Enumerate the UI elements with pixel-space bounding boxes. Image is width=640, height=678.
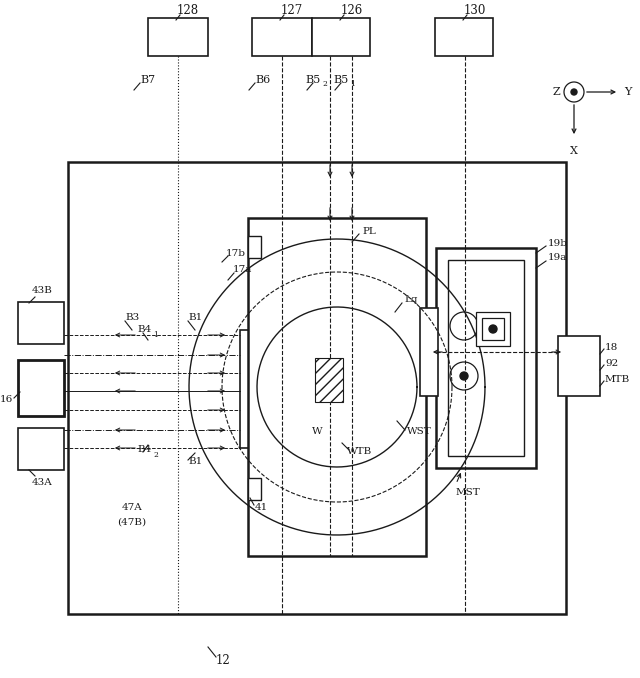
Text: W: W bbox=[312, 428, 323, 437]
Text: 17b: 17b bbox=[226, 249, 246, 258]
Text: 43A: 43A bbox=[31, 478, 52, 487]
Text: 16: 16 bbox=[0, 395, 13, 405]
Circle shape bbox=[489, 325, 497, 333]
Text: 17a: 17a bbox=[232, 266, 252, 275]
Text: Z: Z bbox=[552, 87, 560, 97]
Bar bbox=[252, 18, 312, 56]
Bar bbox=[148, 18, 208, 56]
Text: WTB: WTB bbox=[348, 447, 372, 456]
Bar bbox=[248, 478, 261, 500]
Text: B7: B7 bbox=[140, 75, 156, 85]
Text: 126: 126 bbox=[341, 5, 363, 18]
Text: X: X bbox=[570, 146, 578, 156]
Text: WST: WST bbox=[407, 428, 432, 437]
Bar bbox=[68, 162, 566, 614]
Text: B4: B4 bbox=[138, 325, 152, 334]
Text: B5: B5 bbox=[306, 75, 321, 85]
Text: (47B): (47B) bbox=[117, 517, 147, 527]
Bar bbox=[558, 336, 600, 396]
Bar bbox=[18, 360, 64, 416]
Bar bbox=[248, 218, 426, 556]
Text: PL: PL bbox=[362, 228, 376, 237]
Bar bbox=[240, 330, 253, 448]
Text: 1: 1 bbox=[350, 80, 355, 88]
Bar bbox=[18, 302, 64, 344]
Text: 1: 1 bbox=[153, 331, 158, 339]
Text: MST: MST bbox=[456, 488, 481, 497]
Text: 18: 18 bbox=[605, 344, 618, 353]
Circle shape bbox=[460, 372, 468, 380]
Text: 128: 128 bbox=[177, 5, 199, 18]
Text: B6: B6 bbox=[255, 75, 271, 85]
Bar bbox=[435, 18, 493, 56]
Bar bbox=[476, 312, 510, 346]
Text: B1: B1 bbox=[189, 458, 203, 466]
Circle shape bbox=[571, 89, 577, 95]
Bar bbox=[420, 308, 438, 396]
Bar bbox=[482, 318, 504, 340]
Text: 127: 127 bbox=[281, 5, 303, 18]
Text: B4: B4 bbox=[138, 445, 152, 454]
Text: 19b: 19b bbox=[548, 239, 568, 247]
Text: Lq: Lq bbox=[404, 296, 417, 304]
Bar bbox=[436, 248, 536, 468]
Bar bbox=[18, 428, 64, 470]
Text: 92: 92 bbox=[605, 359, 618, 369]
Bar bbox=[315, 358, 343, 402]
Text: 12: 12 bbox=[216, 654, 230, 666]
Bar bbox=[312, 18, 370, 56]
Text: B3: B3 bbox=[126, 313, 140, 323]
Text: 2: 2 bbox=[153, 451, 158, 459]
Text: 41: 41 bbox=[255, 504, 268, 513]
Text: MTB: MTB bbox=[605, 376, 630, 384]
Text: Y: Y bbox=[624, 87, 632, 97]
Bar bbox=[248, 236, 261, 258]
Text: B1: B1 bbox=[189, 313, 203, 323]
Text: 43B: 43B bbox=[31, 286, 52, 295]
Text: 130: 130 bbox=[464, 5, 486, 18]
Text: 47A: 47A bbox=[122, 504, 142, 513]
Text: 2: 2 bbox=[322, 80, 327, 88]
Text: B5: B5 bbox=[333, 75, 349, 85]
Text: 19a: 19a bbox=[548, 254, 568, 262]
Bar bbox=[448, 260, 524, 456]
